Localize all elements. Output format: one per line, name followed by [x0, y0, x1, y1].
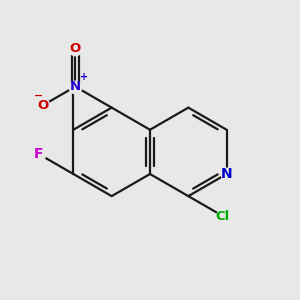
Text: Cl: Cl — [216, 209, 230, 223]
Text: −: − — [34, 91, 43, 101]
Text: O: O — [70, 43, 81, 56]
Text: +: + — [80, 72, 88, 82]
Text: N: N — [70, 80, 81, 93]
Text: N: N — [221, 167, 232, 181]
Text: F: F — [34, 147, 44, 161]
Text: O: O — [37, 99, 48, 112]
